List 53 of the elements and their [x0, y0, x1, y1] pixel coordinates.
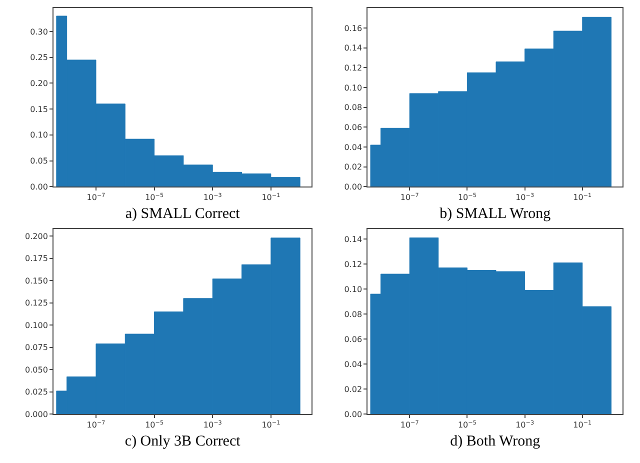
x-axis-title: d) Both Wrong	[450, 434, 541, 450]
y-tick-label: 0.200	[25, 232, 48, 241]
y-tick-label: 0.15	[30, 104, 48, 114]
y-tick-label: 0.14	[344, 234, 362, 244]
y-tick-label: 0.02	[344, 162, 362, 172]
y-tick-label: 0.30	[30, 27, 48, 36]
y-tick-label: 0.10	[344, 83, 362, 92]
y-tick-label: 0.04	[344, 142, 362, 152]
x-tick-label: 10$^{−3}$	[516, 192, 534, 202]
y-tick-label: 0.025	[25, 388, 48, 397]
x-tick-label: 10$^{−5}$	[458, 419, 477, 430]
x-tick-label: 10$^{−3}$	[203, 419, 222, 430]
y-tick-label: 0.06	[344, 122, 362, 132]
x-axis-title: c) Only 3B Correct	[124, 434, 242, 450]
x-tick-label: 10$^{−5}$	[145, 192, 164, 202]
y-tick-label: 0.000	[25, 410, 48, 419]
x-tick-label: 10$^{−7}$	[86, 419, 106, 430]
x-tick-label: 10$^{−7}$	[400, 419, 420, 430]
y-tick-label: 0.08	[344, 103, 362, 112]
x-tick-label: 10$^{−5}$	[145, 419, 164, 430]
y-tick-label: 0.25	[30, 53, 48, 62]
x-tick-label: 10$^{−1}$	[262, 192, 281, 202]
x-axis-title: b) SMALL Wrong	[440, 206, 552, 222]
y-tick-label: 0.075	[25, 343, 48, 352]
x-tick-label: 10$^{−7}$	[86, 192, 106, 202]
y-tick-label: 0.04	[344, 360, 362, 369]
x-axis-title: a) SMALL Correct	[125, 206, 241, 222]
y-tick-label: 0.00	[30, 182, 48, 192]
y-tick-label: 0.00	[344, 410, 362, 419]
y-tick-label: 0.08	[344, 310, 362, 319]
y-tick-label: 0.14	[344, 44, 362, 53]
x-tick-label: 10$^{−3}$	[516, 419, 534, 430]
y-tick-label: 0.05	[30, 156, 48, 166]
y-tick-label: 0.02	[344, 384, 362, 394]
x-tick-label: 10$^{−7}$	[400, 192, 420, 202]
x-tick-label: 10$^{−5}$	[458, 192, 477, 202]
x-tick-label: 10$^{−1}$	[573, 419, 592, 430]
x-tick-label: 10$^{−1}$	[262, 419, 281, 430]
y-tick-label: 0.150	[25, 276, 48, 286]
y-tick-label: 0.20	[30, 79, 48, 88]
y-tick-label: 0.10	[344, 284, 362, 294]
x-tick-label: 10$^{−1}$	[573, 192, 592, 202]
y-tick-label: 0.12	[344, 64, 362, 72]
y-tick-label: 0.12	[344, 260, 362, 269]
y-tick-label: 0.10	[30, 130, 48, 140]
y-tick-label: 0.00	[344, 182, 362, 192]
x-tick-label: 10$^{−3}$	[203, 192, 222, 202]
y-tick-label: 0.175	[25, 254, 48, 264]
y-tick-label: 0.125	[25, 298, 48, 308]
y-tick-label: 0.050	[25, 365, 48, 374]
y-tick-label: 0.16	[344, 24, 362, 33]
y-tick-label: 0.100	[25, 320, 48, 330]
y-tick-label: 0.06	[344, 334, 362, 344]
